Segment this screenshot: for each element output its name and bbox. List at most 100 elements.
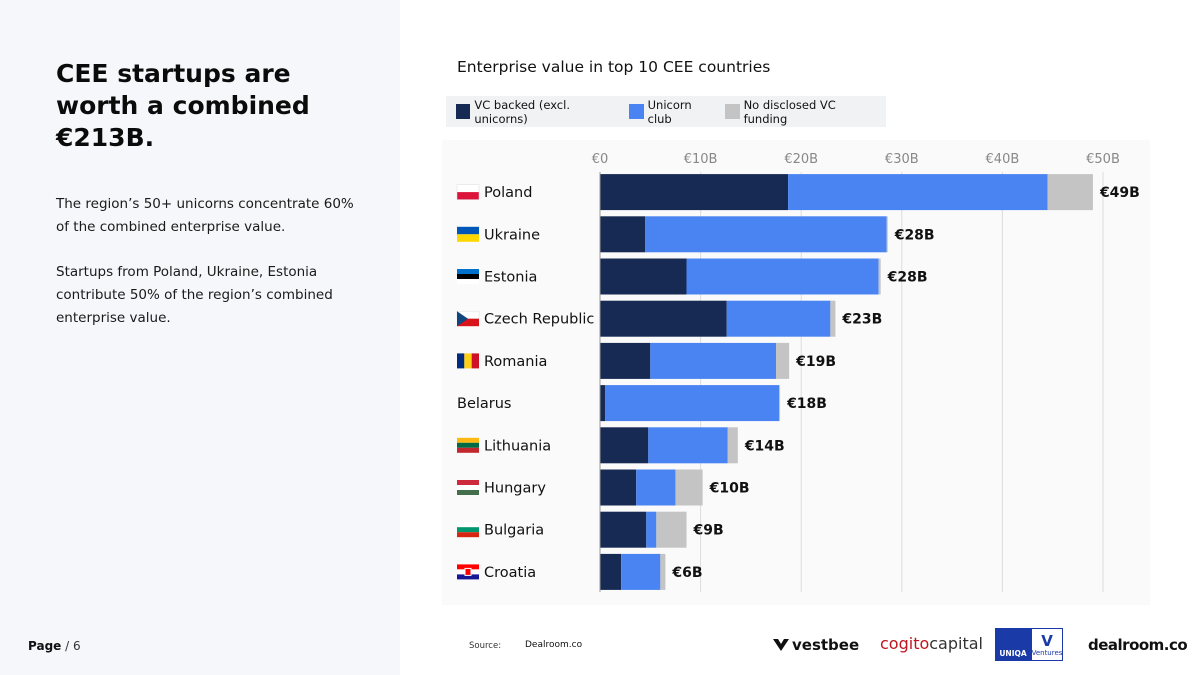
ventures-v-icon: V bbox=[1041, 632, 1053, 650]
flag-croatia-stripe bbox=[457, 564, 479, 570]
uniqa-text: UNIQA bbox=[999, 649, 1027, 658]
flag-ukraine-stripe bbox=[457, 234, 479, 242]
chart-title: Enterprise value in top 10 CEE countries bbox=[457, 58, 771, 76]
bar-nodisc bbox=[660, 553, 666, 590]
category-label: Belarus bbox=[457, 396, 512, 412]
flag-hungary-stripe bbox=[457, 480, 479, 485]
total-label: €28B bbox=[887, 270, 928, 286]
bar-nodisc bbox=[886, 216, 888, 253]
bar-unicorn bbox=[648, 427, 728, 464]
legend-item-nodisc: No disclosed VC funding bbox=[725, 98, 877, 126]
ventures-box: V Ventures bbox=[1031, 628, 1063, 661]
bar-unicorn bbox=[650, 342, 777, 379]
bar-vc bbox=[600, 553, 622, 590]
total-label: €9B bbox=[693, 523, 724, 539]
flag-croatia-shield bbox=[464, 567, 472, 576]
total-label: €23B bbox=[841, 312, 882, 328]
bar-vc bbox=[600, 174, 789, 211]
category-label: Estonia bbox=[484, 270, 537, 286]
flag-bulgaria-stripe bbox=[457, 532, 479, 538]
category-label: Ukraine bbox=[484, 227, 540, 243]
bar-vc bbox=[600, 385, 606, 422]
flag-croatia-stripe bbox=[457, 574, 479, 580]
total-label: €6B bbox=[671, 565, 702, 581]
flag-lithuania-stripe bbox=[457, 437, 479, 443]
x-tick-label: €30B bbox=[885, 152, 919, 167]
category-label: Czech Republic bbox=[484, 312, 594, 328]
enterprise-value-chart: €0 €10B €20B €30B €40B €50B Poland €49B Ukraine €… bbox=[442, 140, 1150, 605]
bar-nodisc bbox=[830, 300, 836, 337]
bar-nodisc bbox=[675, 469, 703, 506]
flag-poland-border bbox=[456, 184, 480, 200]
page-label: Page bbox=[28, 639, 62, 653]
bar-nodisc bbox=[878, 258, 881, 295]
bar-nodisc bbox=[776, 342, 790, 379]
category-label: Bulgaria bbox=[484, 523, 544, 539]
category-label: Lithuania bbox=[484, 438, 551, 454]
dealroom-logo: dealroom.co bbox=[1088, 636, 1188, 654]
category-label: Poland bbox=[484, 185, 532, 201]
flag-lithuania-stripe bbox=[457, 442, 479, 448]
cogito-capital-logo: cogitocapital bbox=[880, 634, 983, 653]
flag-hungary-stripe bbox=[457, 490, 479, 495]
bar-unicorn bbox=[621, 553, 661, 590]
legend-swatch-unicorn bbox=[629, 104, 644, 119]
total-label: €18B bbox=[786, 396, 827, 412]
bar-unicorn bbox=[788, 174, 1048, 211]
flag-estonia-stripe bbox=[457, 274, 479, 279]
bar-unicorn bbox=[726, 300, 831, 337]
page-title: CEE startups are worth a combined €213B. bbox=[56, 59, 310, 152]
legend-item-vc: VC backed (excl. unicorns) bbox=[456, 98, 620, 126]
flag-bulgaria-stripe bbox=[457, 522, 479, 528]
total-label: €49B bbox=[1099, 185, 1140, 201]
total-label: €19B bbox=[795, 354, 836, 370]
flag-estonia-stripe bbox=[457, 269, 479, 274]
paragraph-top-countries: Startups from Poland, Ukraine, Estonia c… bbox=[56, 264, 333, 326]
bar-vc bbox=[600, 342, 651, 379]
x-tick-label: €40B bbox=[986, 152, 1020, 167]
flag-czech-stripe bbox=[457, 318, 479, 327]
vestbee-mark-icon bbox=[773, 639, 789, 651]
page-total: / 6 bbox=[65, 639, 81, 653]
left-panel bbox=[0, 0, 400, 675]
legend-label-unicorn: Unicorn club bbox=[647, 97, 692, 126]
bar-vc bbox=[600, 469, 637, 506]
uniqa-box: UNIQA bbox=[995, 628, 1031, 661]
flag-romania-stripe bbox=[471, 353, 479, 369]
legend-swatch-nodisc bbox=[725, 104, 740, 119]
cogito-text: cogito bbox=[880, 634, 930, 653]
flag-estonia-stripe bbox=[457, 279, 479, 284]
vestbee-text: vestbee bbox=[792, 636, 860, 654]
category-label: Romania bbox=[484, 354, 547, 370]
x-tick-label: €20B bbox=[784, 152, 818, 167]
paragraph-unicorns: The region’s 50+ unicorns concentrate 60… bbox=[56, 196, 354, 235]
legend-item-unicorn: Unicorn club bbox=[629, 98, 716, 126]
bar-unicorn bbox=[636, 469, 676, 506]
bar-nodisc bbox=[727, 427, 738, 464]
ventures-text: Ventures bbox=[1031, 649, 1063, 657]
bar-nodisc bbox=[779, 385, 781, 422]
source-value: Dealroom.co bbox=[525, 640, 583, 650]
x-tick-label: €10B bbox=[684, 152, 718, 167]
bar-vc bbox=[600, 427, 649, 464]
bar-vc bbox=[600, 300, 727, 337]
uniqa-ventures-logo: UNIQA V Ventures bbox=[995, 628, 1063, 661]
flag-poland-stripe bbox=[457, 184, 479, 193]
flag-czech-triangle bbox=[457, 311, 468, 327]
bar-unicorn bbox=[646, 511, 657, 548]
x-tick-label: €0 bbox=[592, 152, 609, 167]
capital-text: capital bbox=[929, 634, 983, 653]
legend-label-nodisc: No disclosed VC funding bbox=[743, 97, 836, 126]
total-label: €10B bbox=[709, 481, 750, 497]
bar-vc bbox=[600, 511, 647, 548]
category-label: Croatia bbox=[484, 565, 536, 581]
bar-unicorn bbox=[605, 385, 780, 422]
flag-bulgaria-stripe bbox=[457, 527, 479, 533]
bar-vc bbox=[600, 216, 646, 253]
bar-unicorn bbox=[645, 216, 887, 253]
category-label: Hungary bbox=[484, 481, 546, 497]
flag-poland-stripe bbox=[457, 192, 479, 200]
flag-romania-stripe bbox=[464, 353, 472, 369]
source-label: Source: bbox=[469, 641, 502, 651]
chart-legend: VC backed (excl. unicorns) Unicorn club … bbox=[446, 96, 886, 127]
